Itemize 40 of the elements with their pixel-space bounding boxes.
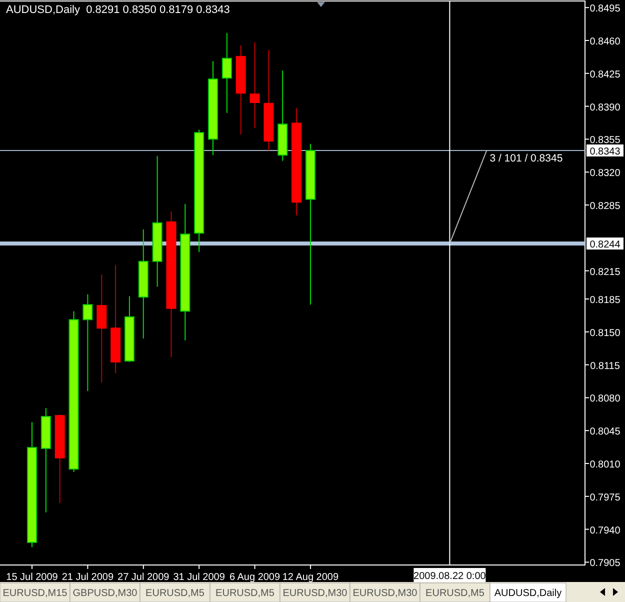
text: EURUSD,M5	[146, 588, 205, 599]
y-tick-label: 0.8080	[590, 394, 621, 405]
y-tick-label: 0.8215	[590, 266, 621, 278]
ref-line-label: 0.8244	[590, 240, 621, 251]
y-tick-label: 0.7940	[590, 525, 621, 536]
chart-title: AUDUSD,Daily 0.8291 0.8350 0.8179 0.8343	[6, 4, 230, 16]
x-tick-label: 21 Jul 2009	[62, 572, 114, 583]
annotation: 3 / 101 / 0.8345	[490, 152, 563, 164]
candlestick	[96, 274, 107, 384]
y-tick-label: 0.8460	[590, 36, 621, 48]
text: GBPUSD,M30	[72, 588, 138, 599]
y-tick-label: 0.7975	[590, 492, 621, 504]
y-tick-label: 0.8115	[590, 360, 620, 372]
x-tick-label: 27 Jul 2009	[118, 572, 170, 583]
y-tick-label: 0.8320	[590, 168, 621, 180]
y-tick-label: 0.8045	[590, 426, 621, 438]
text: AUDUSD,Daily	[494, 588, 562, 599]
ref-line-label: 0.8343	[590, 146, 621, 158]
x-tick-label: 31 Jul 2009	[173, 572, 226, 583]
candlestick	[250, 42, 260, 128]
y-tick-label: 0.8355	[590, 135, 621, 146]
x-tick-label: 15 Jul 2009	[6, 572, 58, 583]
candlestick	[222, 32, 232, 114]
x-tick-label: 2009.08.22 0:00	[414, 571, 486, 582]
y-tick-label: 0.8495	[590, 4, 621, 15]
y-tick-label: 0.8150	[590, 328, 621, 339]
y-tick-label: 0.8185	[590, 294, 621, 306]
text: EURUSD,M5	[216, 588, 275, 599]
text: EURUSD,M30	[282, 588, 348, 599]
candlestick	[82, 294, 93, 392]
y-tick-label: 0.8285	[590, 200, 621, 212]
text: EURUSD,M5	[426, 588, 485, 599]
y-tick-label: 0.8390	[590, 102, 621, 114]
y-tick-label: 0.8010	[590, 459, 621, 470]
text: EURUSD,M30	[352, 588, 418, 599]
x-tick-label: 12 Aug 2009	[282, 572, 339, 583]
text: EURUSD,M15	[2, 588, 68, 599]
y-tick-label: 0.7905	[590, 558, 621, 570]
x-tick-label: 6 Aug 2009	[229, 572, 281, 583]
y-tick-label: 0.8425	[590, 69, 621, 80]
